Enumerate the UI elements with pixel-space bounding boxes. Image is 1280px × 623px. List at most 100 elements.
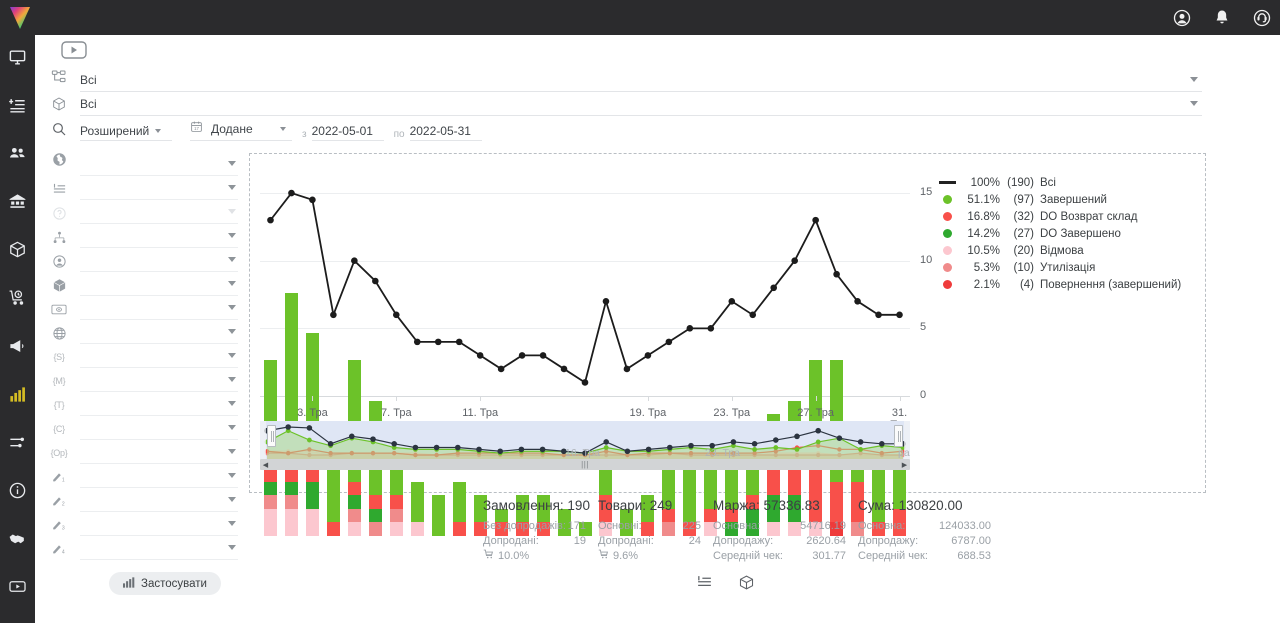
chart-navigator[interactable]: 16. Тра 23. Тра ра ◀ ||| ▶ [260, 421, 910, 471]
line-point[interactable] [602, 297, 610, 305]
headset-icon[interactable] [1252, 8, 1272, 28]
sidebar-item-info[interactable] [0, 479, 35, 503]
brand-logo[interactable] [4, 1, 36, 33]
left-filter-10[interactable] [80, 368, 238, 392]
left-filter-16[interactable] [80, 512, 238, 536]
legend-item[interactable]: 2.1% (4) Повернення (завершений) [936, 276, 1181, 293]
navigator-handle-right[interactable] [894, 425, 903, 447]
line-point[interactable] [267, 216, 274, 224]
bell-icon[interactable] [1212, 8, 1232, 28]
line-point[interactable] [896, 311, 903, 319]
left-filter-5[interactable] [80, 248, 238, 272]
sidebar-item-partners[interactable] [0, 527, 35, 551]
sidebar-item-video[interactable] [0, 575, 35, 599]
chevron-down-icon[interactable] [228, 281, 236, 286]
line-point[interactable] [581, 379, 589, 386]
line-point[interactable] [749, 311, 757, 319]
chevron-down-icon[interactable] [228, 473, 236, 478]
user-circle-icon[interactable] [44, 249, 74, 273]
chevron-down-icon[interactable] [228, 305, 236, 310]
left-filter-13[interactable] [80, 440, 238, 464]
line-point[interactable] [351, 257, 358, 265]
brace-op-icon[interactable]: {Op} [50, 448, 68, 458]
sidebar-item-settings[interactable] [0, 430, 35, 454]
bottom-box-icon[interactable] [738, 574, 755, 596]
box-solid-icon[interactable] [44, 273, 74, 297]
chart-bar[interactable] [578, 522, 592, 536]
globe-grid-icon[interactable] [44, 321, 74, 345]
left-filter-15[interactable] [80, 488, 238, 512]
left-filter-11[interactable] [80, 392, 238, 416]
legend-item[interactable]: 51.1% (97) Завершений [936, 191, 1181, 208]
globe-icon[interactable] [44, 142, 74, 177]
brace-c-icon[interactable]: {C} [53, 424, 65, 434]
line-point[interactable] [518, 352, 526, 359]
line-point[interactable] [413, 338, 421, 346]
chart-bar[interactable] [620, 508, 634, 536]
left-filter-7[interactable] [80, 296, 238, 320]
sidebar-item-purchases[interactable] [0, 286, 35, 310]
chart-bar[interactable] [473, 495, 487, 536]
chart-bar[interactable] [452, 481, 466, 536]
user-icon[interactable] [1172, 8, 1192, 28]
line-point[interactable] [309, 196, 316, 204]
line-point[interactable] [644, 352, 652, 359]
filter-row-2[interactable]: Всі [80, 94, 1202, 116]
legend-item[interactable]: 100% (190) Всі [936, 174, 1181, 191]
line-point[interactable] [707, 325, 715, 332]
chevron-down-icon[interactable] [228, 401, 236, 406]
chevron-down-icon[interactable] [228, 425, 236, 430]
search-icon[interactable] [44, 116, 74, 142]
line-point[interactable] [686, 325, 694, 332]
video-help-button[interactable] [61, 41, 87, 64]
legend-item[interactable]: 5.3% (10) Утилізація [936, 259, 1181, 276]
filter-icon-package[interactable] [44, 92, 74, 116]
left-filter-6[interactable] [80, 272, 238, 296]
chart-bar[interactable] [515, 495, 529, 536]
chevron-down-icon[interactable] [228, 377, 236, 382]
chevron-down-icon[interactable] [228, 185, 236, 190]
date-field-select[interactable]: 17 Додане [190, 120, 292, 141]
search-mode-select[interactable]: Розширений [80, 124, 172, 141]
chart-bar[interactable] [662, 468, 676, 536]
line-point[interactable] [875, 311, 882, 319]
line-point[interactable] [476, 352, 484, 359]
line-point[interactable] [665, 338, 673, 346]
line-point[interactable] [623, 365, 631, 373]
line-point[interactable] [728, 297, 736, 305]
pen-2-icon[interactable]: 2 [44, 489, 74, 513]
bottom-list-icon[interactable] [696, 574, 713, 596]
date-to-input[interactable]: 2022-05-31 [409, 124, 482, 141]
line-point[interactable] [854, 297, 861, 305]
line-point[interactable] [434, 338, 442, 346]
sidebar-item-marketing[interactable] [0, 334, 35, 358]
chart-bar[interactable] [431, 495, 445, 536]
pen-4-icon[interactable]: 4 [44, 537, 74, 561]
chevron-down-icon[interactable] [228, 497, 236, 502]
navigator-handle-left[interactable] [267, 425, 276, 447]
brace-t-icon[interactable]: {T} [53, 400, 65, 410]
navigator-window[interactable] [260, 421, 910, 459]
line-point[interactable] [455, 338, 463, 346]
chevron-down-icon[interactable] [228, 353, 236, 358]
legend-item[interactable]: 14.2% (27) DO Завершено [936, 225, 1181, 242]
navigator-arrow-right[interactable]: ▶ [901, 461, 908, 469]
left-filter-4[interactable] [80, 224, 238, 248]
line-point[interactable] [392, 311, 400, 319]
line-point[interactable] [372, 277, 379, 285]
chart-bar[interactable] [641, 495, 655, 536]
chevron-down-icon[interactable] [228, 233, 236, 238]
chevron-down-icon[interactable] [228, 257, 236, 262]
money-icon[interactable] [44, 297, 74, 321]
chevron-down-icon[interactable] [1190, 77, 1198, 82]
chevron-down-icon[interactable] [228, 329, 236, 334]
line-point[interactable] [791, 257, 798, 265]
line-point[interactable] [330, 311, 337, 319]
chart-bar[interactable] [683, 468, 697, 536]
pen-3-icon[interactable]: 3 [44, 513, 74, 537]
chart-bar[interactable] [872, 454, 886, 536]
line-point[interactable] [560, 365, 568, 373]
list-lines-icon[interactable] [44, 177, 74, 201]
left-filter-3[interactable] [80, 200, 238, 224]
org-chart-icon[interactable] [44, 225, 74, 249]
